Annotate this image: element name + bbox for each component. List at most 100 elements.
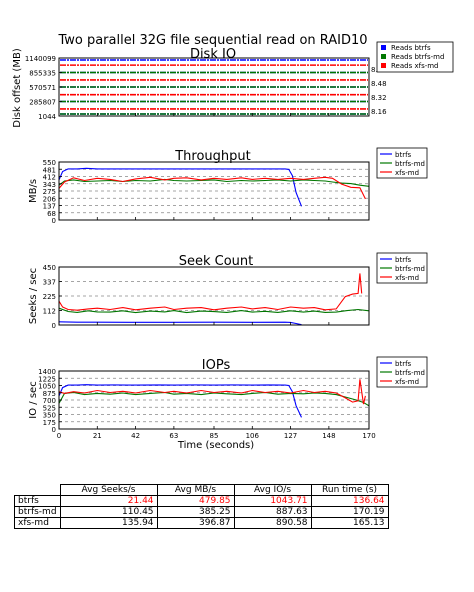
table-row: btrfs-md 110.45 385.25 887.63 170.19: [14, 506, 389, 518]
iops-legend: btrfs btrfs-md xfs-md: [376, 356, 428, 388]
series-line-xfs-md: [58, 273, 363, 311]
series-line-btrfs: [58, 384, 302, 418]
iops-title: IOPs: [202, 358, 231, 373]
seek-count-panel: Seek Count Seeks / sec 450 337 225 112 0 btr…: [28, 252, 428, 330]
legend-label: Reads btrfs-md: [391, 53, 444, 61]
y-tick-label: 206: [43, 195, 57, 203]
series-line-btrfs-md: [58, 391, 370, 407]
series-line-xfs-md: [58, 379, 366, 405]
disk-io-legend: Reads btrfs Reads btrfs-md Reads xfs-md: [376, 41, 454, 73]
row-label: btrfs-md: [14, 506, 61, 518]
table-cell: 887.63: [233, 506, 312, 518]
y-tick-label: 855335: [29, 70, 56, 78]
legend-swatch-btrfs-md: [381, 54, 386, 59]
row-label: btrfs: [14, 495, 61, 507]
x-tick-label: 0: [57, 432, 61, 440]
legend-label: xfs-md: [395, 169, 419, 177]
y-tick-label: 1400: [38, 368, 56, 376]
x-tick-label: 127: [284, 432, 297, 440]
y-tick-label: 350: [43, 412, 56, 420]
throughput-ylabel: MB/s: [28, 179, 39, 203]
disk-io-ylabel: Disk offset (MB): [12, 48, 23, 128]
column-header: Avg Seeks/s: [59, 484, 158, 496]
y-tick-label: 1050: [38, 383, 56, 391]
series-line-xfs-md: [58, 176, 366, 200]
y-tick-label: 481: [43, 166, 56, 174]
figure-title: Two parallel 32G file sequential read on…: [57, 33, 367, 48]
y-tick-label: 550: [43, 159, 56, 167]
seek-count-axes-frame: [58, 266, 370, 326]
throughput-title: Throughput: [174, 149, 251, 164]
table-row: xfs-md 135.94 396.87 890.58 165.13: [14, 517, 389, 529]
legend-label: Reads xfs-md: [391, 62, 439, 70]
y-tick-label: 112: [43, 308, 56, 316]
throughput-panel: Throughput MB/s 550481412343275206137680…: [28, 147, 428, 225]
y-tick-label: 275: [43, 188, 56, 196]
y-tick-label: 337: [43, 279, 56, 287]
offset-annotation: 8.48: [371, 80, 387, 88]
x-tick-label: 170: [362, 432, 375, 440]
legend-swatch-xfs-md: [381, 63, 386, 68]
y-tick-label: 700: [43, 397, 56, 405]
table-cell: 21.44: [59, 495, 158, 507]
y-tick-label: 1044: [38, 113, 56, 121]
disk-io-panel: Disk IO Disk offset (MB) 114009985533557…: [12, 41, 454, 128]
y-tick-label: 343: [43, 181, 56, 189]
table-row: btrfs 21.44 479.85 1043.71 136.64: [14, 495, 389, 507]
seek-count-title: Seek Count: [179, 254, 254, 269]
legend-swatch-btrfs: [381, 45, 386, 50]
legend-label: xfs-md: [395, 378, 419, 386]
iops-ylabel: IO / sec: [28, 381, 39, 418]
series-line-btrfs: [58, 167, 303, 207]
y-tick-label: 1225: [38, 375, 56, 383]
table-cell: 165.13: [310, 517, 389, 529]
throughput-axes-frame: [58, 161, 370, 221]
series-line-btrfs-md: [58, 178, 370, 187]
y-tick-label: 0: [52, 217, 56, 225]
y-tick-label: 412: [43, 174, 56, 182]
y-tick-label: 0: [52, 322, 56, 330]
table-cell: 110.45: [59, 506, 158, 518]
x-tick-label: 148: [322, 432, 335, 440]
y-tick-label: 225: [43, 293, 56, 301]
iops-axes-frame: [58, 370, 370, 430]
iops-xlabel: Time (seconds): [177, 440, 254, 451]
disk-io-axes-frame: [58, 57, 370, 117]
column-header: Run time (s): [310, 484, 389, 496]
series-line-btrfs-md: [58, 307, 370, 314]
table-cell: 479.85: [156, 495, 235, 507]
column-header: Avg IO/s: [233, 484, 312, 496]
y-tick-label: 137: [43, 203, 56, 211]
y-tick-label: 450: [43, 264, 56, 272]
x-tick-label: 21: [93, 432, 102, 440]
y-tick-label: 875: [43, 390, 56, 398]
y-tick-label: 525: [43, 404, 56, 412]
legend-label: btrfs: [395, 360, 412, 368]
x-tick-label: 63: [169, 432, 178, 440]
column-header: Avg MB/s: [156, 484, 235, 496]
table-cell: 890.58: [233, 517, 312, 529]
row-label: xfs-md: [14, 517, 61, 529]
y-tick-label: 68: [47, 210, 56, 218]
table-cell: 1043.71: [233, 495, 312, 507]
y-tick-label: 570571: [29, 84, 56, 92]
legend-label: btrfs-md: [395, 160, 425, 168]
legend-label: btrfs-md: [395, 265, 425, 273]
seek-count-ylabel: Seeks / sec: [28, 268, 39, 324]
legend-label: btrfs: [395, 256, 412, 264]
stats-header-row: Avg Seeks/s Avg MB/s Avg IO/s Run time (…: [15, 484, 389, 496]
offset-annotation: 8.32: [371, 94, 387, 102]
x-tick-label: 106: [246, 432, 260, 440]
legend-label: xfs-md: [395, 274, 419, 282]
table-cell: 396.87: [156, 517, 235, 529]
y-tick-label: 175: [43, 419, 56, 427]
table-cell: 135.94: [59, 517, 158, 529]
table-cell: 136.64: [310, 495, 389, 507]
stats-table: Avg Seeks/s Avg MB/s Avg IO/s Run time (…: [14, 484, 389, 529]
legend-label: btrfs-md: [395, 369, 425, 377]
legend-label: Reads btrfs: [391, 44, 431, 52]
table-cell: 385.25: [156, 506, 235, 518]
legend-label: btrfs: [395, 151, 412, 159]
offset-annotation: 8.16: [371, 108, 387, 116]
